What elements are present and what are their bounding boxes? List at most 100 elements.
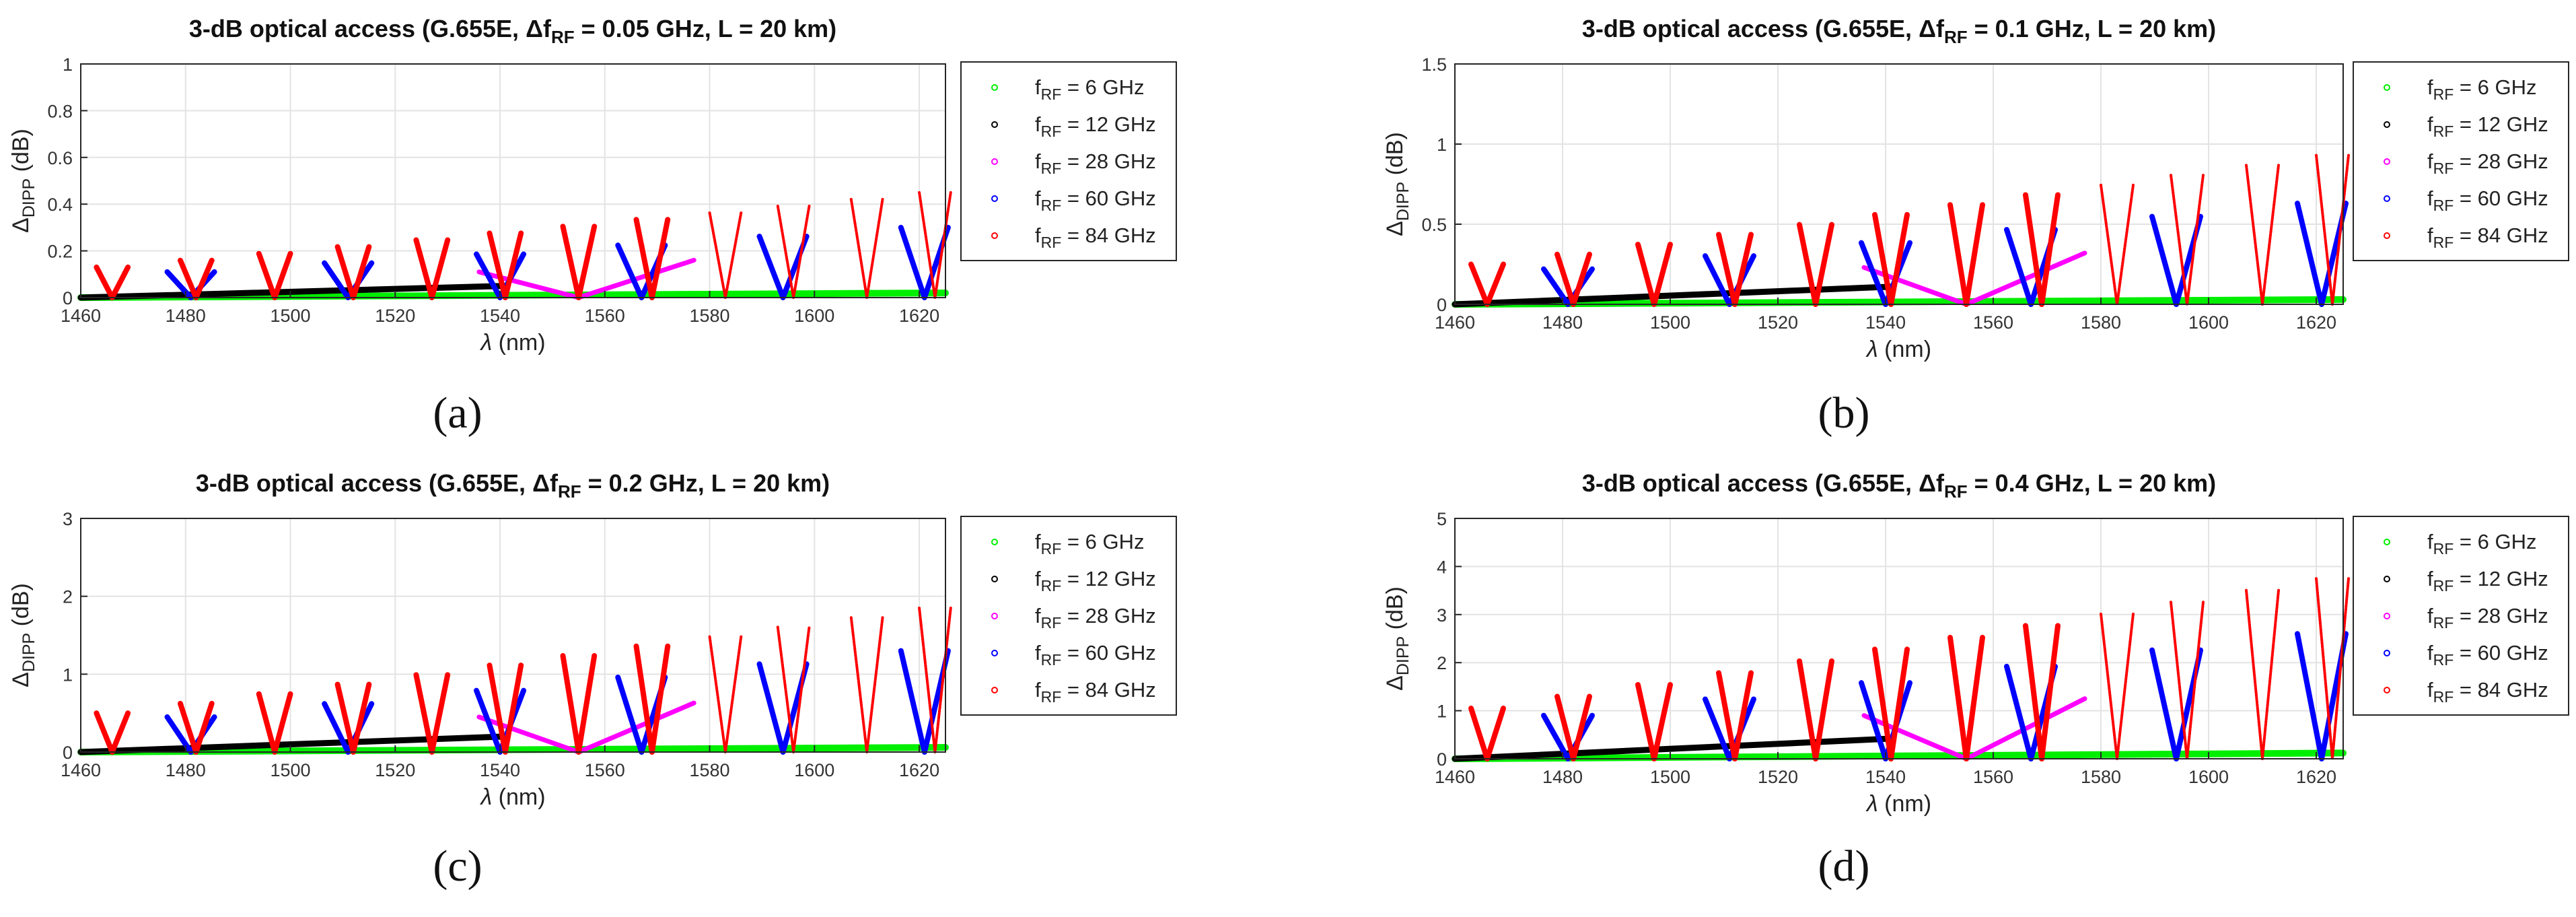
legend-f: f [1035, 224, 1041, 247]
legend-rest: = 12 GHz [1061, 112, 1155, 136]
series-marks [77, 191, 952, 301]
y-tick-label: 0 [63, 743, 73, 763]
legend-label: fRF = 6 GHz [2427, 75, 2536, 103]
legend-label: fRF = 28 GHz [2427, 604, 2548, 632]
x-tick-label: 1480 [1542, 767, 1583, 787]
legend-label: fRF = 6 GHz [2427, 530, 2536, 557]
y-tick-label: 0.5 [1421, 215, 1447, 235]
legend-f: f [1035, 186, 1041, 210]
legend-marker [2384, 576, 2390, 582]
ylabel-sub: DIPP [1394, 182, 1412, 221]
ylabel-unit: (dB) [1382, 132, 1408, 182]
x-tick-label: 1560 [585, 760, 625, 780]
legend-rest: = 60 GHz [1061, 641, 1155, 665]
legend-rest: = 60 GHz [1061, 186, 1155, 210]
title-text: 3-dB optical access (G.655E, [1582, 15, 1919, 42]
x-tick-label: 1580 [2081, 767, 2121, 787]
title-delta: Δ [1919, 15, 1936, 42]
panel-label: (b) [1818, 388, 1870, 438]
y-axis-label: ΔDIPP (dB) [1382, 586, 1412, 691]
title-sub: RF [1944, 27, 1968, 47]
series-line [77, 290, 949, 301]
axes-frame [1454, 63, 2344, 305]
ylabel-unit: (dB) [8, 129, 34, 178]
legend-sub: RF [1041, 540, 1062, 557]
legend-rest: = 6 GHz [2454, 530, 2536, 553]
title-text: 3-dB optical access (G.655E, [189, 15, 526, 42]
x-tick-label: 1620 [2296, 312, 2336, 333]
title-f: f [1936, 469, 1945, 497]
ylabel-delta: Δ [1382, 221, 1408, 236]
x-tick-label: 1540 [1865, 767, 1906, 787]
panel-a: 3-dB optical access (G.655E, ΔfRF = 0.05… [8, 15, 1177, 438]
legend-marker [2384, 84, 2390, 91]
xlabel-lambda: λ [479, 330, 492, 355]
legend-label: fRF = 12 GHz [1035, 567, 1156, 595]
legend-label: fRF = 60 GHz [2427, 186, 2548, 214]
xlabel-unit: (nm) [492, 330, 545, 355]
chart-title: 3-dB optical access (G.655E, ΔfRF = 0.2 … [196, 469, 830, 502]
x-axis-label: λ (nm) [1865, 791, 1931, 817]
legend-label: fRF = 12 GHz [1035, 112, 1156, 140]
legend-sub: RF [2433, 86, 2454, 103]
x-tick-label: 1580 [2081, 312, 2121, 333]
x-tick-label: 1560 [585, 306, 625, 326]
x-tick-label: 1540 [480, 306, 520, 326]
legend-f: f [2427, 224, 2433, 247]
panel-label: (d) [1818, 842, 1870, 891]
y-tick-label: 2 [63, 587, 73, 607]
x-tick-label: 1480 [166, 306, 206, 326]
legend-rest: = 84 GHz [2454, 678, 2548, 702]
legend-f: f [2427, 530, 2433, 553]
legend-sub: RF [2433, 160, 2454, 177]
y-tick-label: 0.4 [47, 195, 73, 215]
ylabel-unit: (dB) [1382, 586, 1408, 636]
ylabel-sub: DIPP [20, 178, 38, 217]
legend-rest: = 28 GHz [1061, 604, 1155, 627]
legend-f: f [1035, 678, 1041, 702]
xlabel-lambda: λ [479, 784, 492, 810]
x-tick-label: 1520 [375, 760, 415, 780]
series-line [77, 744, 949, 755]
legend-sub: RF [1041, 577, 1062, 595]
x-tick-label: 1540 [480, 760, 520, 780]
legend-f: f [1035, 149, 1041, 173]
title-delta: Δ [526, 15, 543, 42]
y-tick-label: 3 [1437, 605, 1447, 625]
legend-marker [991, 539, 998, 545]
legend-f: f [1035, 567, 1041, 590]
x-tick-label: 1520 [1758, 312, 1798, 333]
legend-sub: RF [1041, 86, 1062, 103]
legend-rest: = 84 GHz [2454, 224, 2548, 247]
legend-marker [2384, 232, 2390, 239]
legend-marker [991, 158, 998, 165]
legend-rest: = 60 GHz [2454, 186, 2548, 210]
legend-rest: = 6 GHz [2454, 75, 2536, 99]
title-f: f [543, 15, 552, 42]
y-axis-label: ΔDIPP (dB) [8, 129, 38, 233]
legend-marker [991, 687, 998, 693]
y-tick-label: 0.8 [47, 101, 73, 121]
y-tick-label: 0 [63, 288, 73, 308]
title-f: f [550, 469, 559, 497]
legend-f: f [1035, 604, 1041, 627]
legend-marker [991, 613, 998, 619]
y-tick-label: 4 [1437, 557, 1447, 577]
panel-label: (a) [433, 388, 482, 438]
legend-rest: = 28 GHz [1061, 149, 1155, 173]
legend-label: fRF = 60 GHz [2427, 641, 2548, 669]
legend-rest: = 60 GHz [2454, 641, 2548, 665]
legend-rest: = 28 GHz [2454, 149, 2548, 173]
x-axis-label: λ (nm) [479, 784, 545, 810]
title-delta: Δ [1919, 469, 1936, 497]
legend-label: fRF = 28 GHz [2427, 149, 2548, 177]
legend-sub: RF [2433, 688, 2454, 706]
x-tick-label: 1460 [61, 760, 101, 780]
y-tick-label: 1 [1437, 702, 1447, 722]
ylabel-sub: DIPP [20, 633, 38, 672]
legend-sub: RF [1041, 197, 1062, 214]
x-tick-label: 1620 [2296, 767, 2336, 787]
chart-title: 3-dB optical access (G.655E, ΔfRF = 0.4 … [1582, 469, 2216, 502]
x-tick-label: 1500 [270, 306, 310, 326]
